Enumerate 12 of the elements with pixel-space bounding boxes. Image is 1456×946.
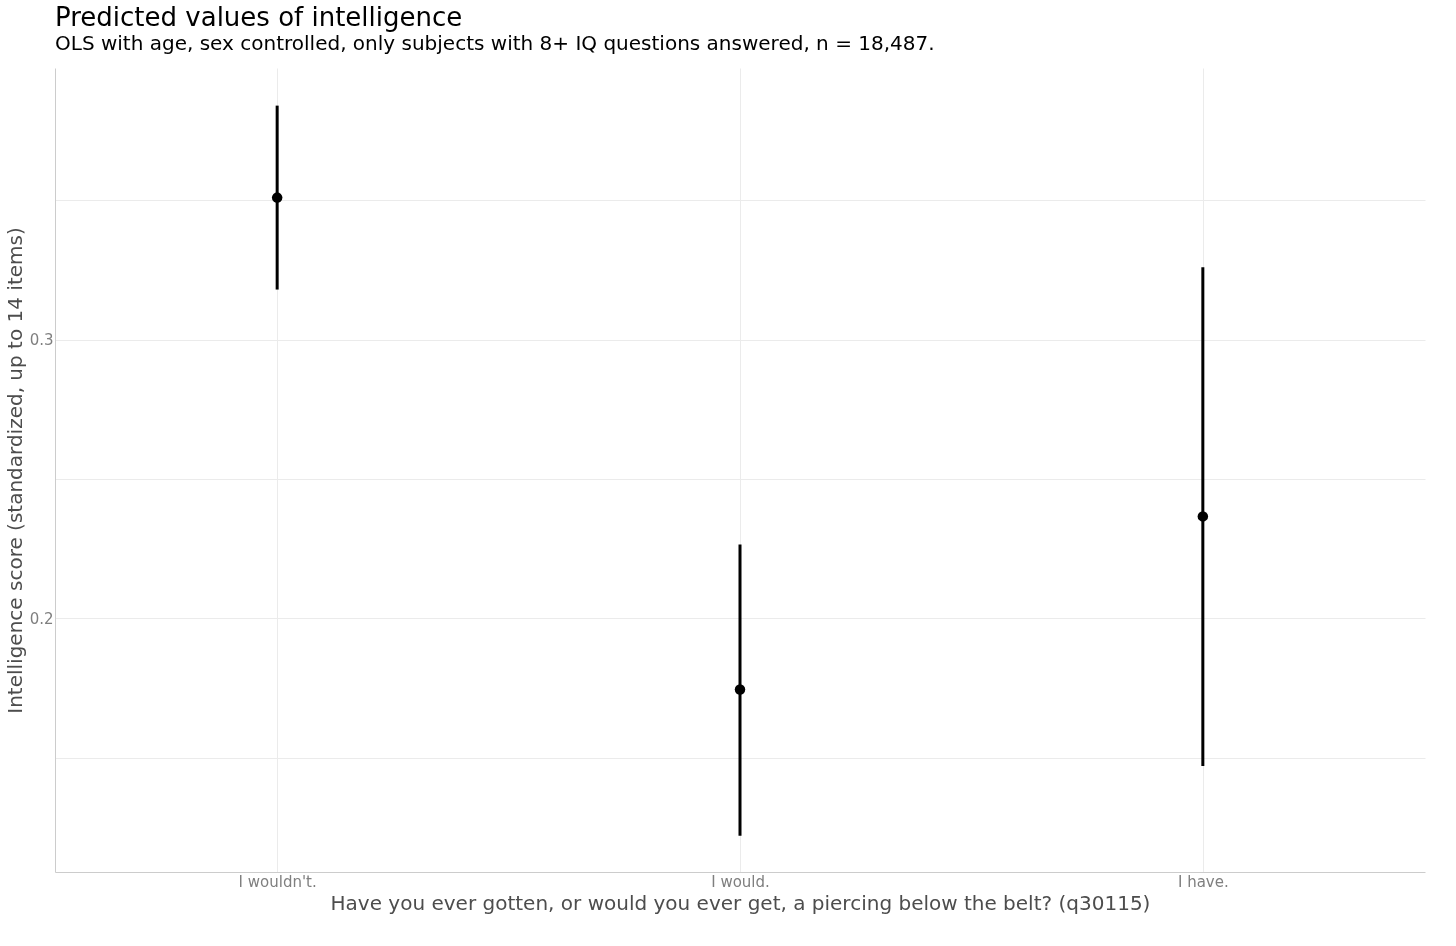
point	[1197, 511, 1209, 522]
chart-title: Predicted values of intelligence	[55, 2, 463, 32]
x-tick-label: I have.	[1177, 872, 1229, 891]
y-tick-label: 0.3	[29, 331, 54, 350]
point	[271, 192, 283, 203]
x-tick-label: I would.	[711, 872, 770, 891]
y-axis-title: Intelligence score (standardized, up to 14 items)	[2, 227, 27, 714]
x-axis-title: Have you ever gotten, or would you ever get, a piercing below the belt? (q30115)	[330, 890, 1151, 915]
x-tick-label: I wouldn't.	[238, 872, 317, 891]
chart-subtitle: OLS with age, sex controlled, only subjects with 8+ IQ questions answered, n = 18,487.	[55, 31, 935, 55]
y-tick-label: 0.2	[29, 609, 54, 628]
point	[734, 684, 746, 695]
